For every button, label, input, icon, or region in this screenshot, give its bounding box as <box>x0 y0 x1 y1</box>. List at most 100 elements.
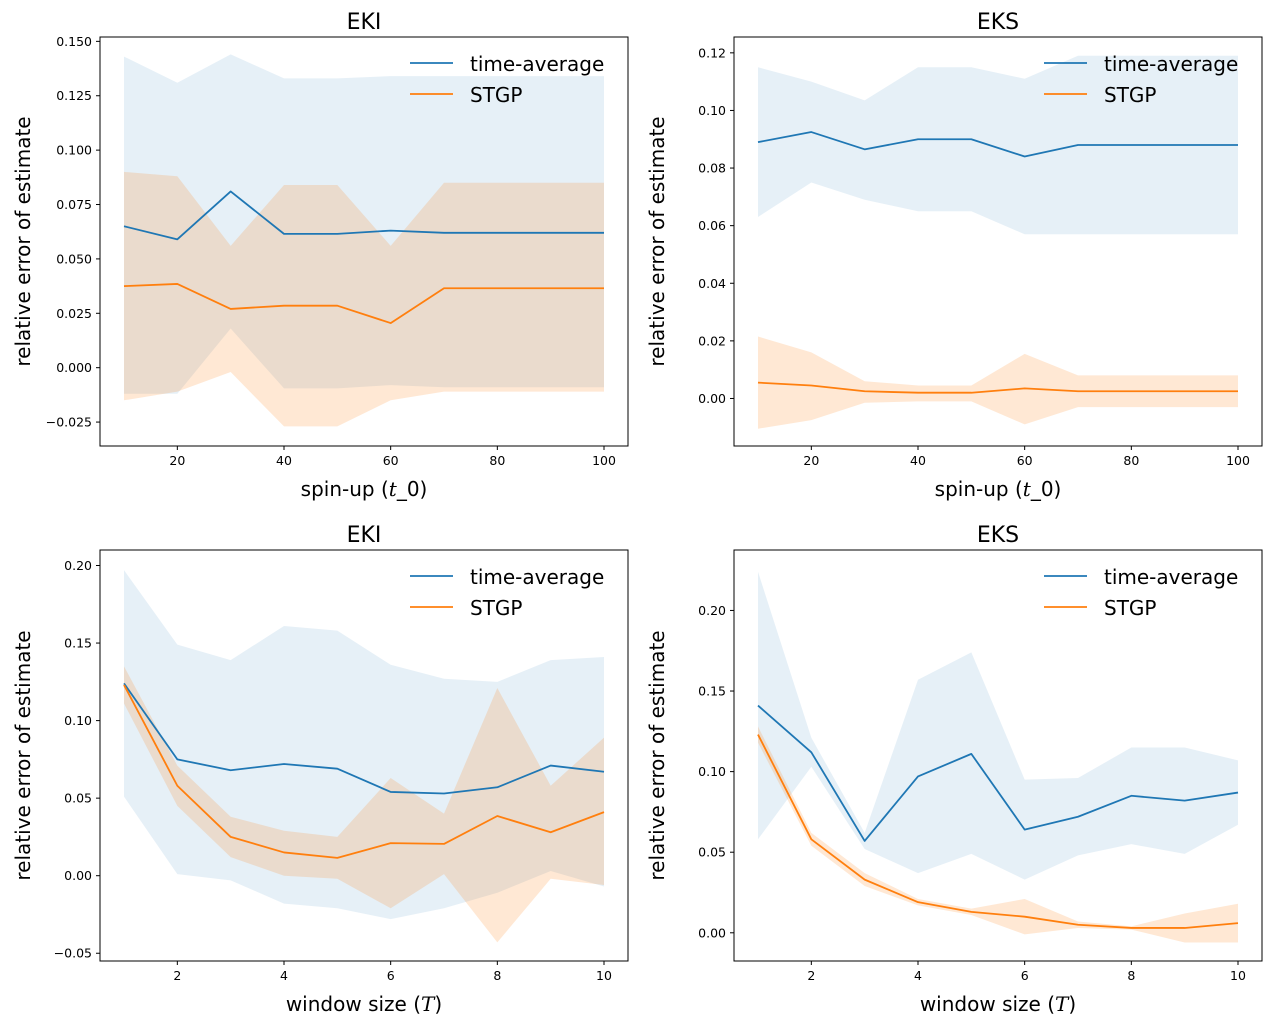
x-axis-label-tail: _0) <box>396 477 428 501</box>
y-tick-label: 0.025 <box>56 306 92 321</box>
x-tick-label: 40 <box>276 453 292 468</box>
series-line-time-average <box>123 682 605 795</box>
axes-frame <box>99 36 629 447</box>
y-tick-label: 0.12 <box>698 45 726 60</box>
series-line-time-average <box>757 131 1238 158</box>
y-axis-label: relative error of estimate <box>645 630 669 880</box>
y-tick-label: 0.20 <box>698 603 726 618</box>
confidence-band-time-average <box>758 571 1238 880</box>
x-tick-label: 2 <box>807 968 815 983</box>
series-line-time-average <box>123 190 604 241</box>
y-axis-label: relative error of estimate <box>11 116 35 366</box>
y-tick-label: −0.025 <box>46 415 92 430</box>
x-tick-label: 40 <box>910 453 926 468</box>
y-tick-label: 0.05 <box>64 791 92 806</box>
plot-area <box>123 54 604 427</box>
x-tick-label: 20 <box>169 453 185 468</box>
confidence-band-stgp <box>124 171 604 427</box>
x-tick-label: 2 <box>173 968 181 983</box>
legend-label-time-average: time-average <box>470 52 604 76</box>
x-tick-label: 80 <box>1123 453 1139 468</box>
chart-panel-4: 2 4 6 8 10 0.00 0.05 0.10 0.15 0.20 EKS window size… <box>645 523 1263 1016</box>
y-tick-label: 0.000 <box>56 360 92 375</box>
y-tick-label: 0.075 <box>56 197 92 212</box>
confidence-band-time-average <box>758 55 1238 235</box>
x-tick-label: 100 <box>592 453 616 468</box>
plot-area <box>757 55 1238 429</box>
x-axis-label: spin-up (t_0) <box>301 477 428 501</box>
legend: time-average STGP <box>1044 565 1238 620</box>
legend-label-stgp: STGP <box>1104 83 1156 107</box>
series-line-stgp <box>757 381 1238 394</box>
x-axis-label-tail: _0) <box>1030 477 1062 501</box>
x-tick-label: 6 <box>387 968 395 983</box>
y-tick-label: 0.00 <box>64 868 92 883</box>
x-tick-label: 10 <box>1230 968 1246 983</box>
axes-frame <box>733 36 1263 447</box>
x-axis-label-text: spin-up ( <box>935 477 1023 501</box>
legend-label-time-average: time-average <box>1104 52 1238 76</box>
y-tick-label: 0.00 <box>698 925 726 940</box>
plot-area <box>123 570 605 943</box>
x-tick-label: 10 <box>596 968 612 983</box>
plot-area <box>757 571 1239 943</box>
legend-label-stgp: STGP <box>1104 596 1156 620</box>
legend-label-time-average: time-average <box>1104 565 1238 589</box>
y-axis-label: relative error of estimate <box>645 116 669 366</box>
x-tick-label: 4 <box>280 968 288 983</box>
series-line-stgp <box>123 283 604 324</box>
y-tick-label: 0.10 <box>64 713 92 728</box>
y-tick-label: 0.10 <box>698 103 726 118</box>
y-tick-label: 0.06 <box>698 218 726 233</box>
x-tick-label: 8 <box>493 968 501 983</box>
chart-title: EKS <box>977 10 1019 35</box>
chart-title: EKI <box>347 523 382 548</box>
y-tick-label: 0.125 <box>56 88 92 103</box>
y-tick-label: 0.00 <box>698 391 726 406</box>
x-tick-label: 60 <box>1017 453 1033 468</box>
x-axis-label-math: T <box>1055 992 1070 1016</box>
x-tick-label: 6 <box>1021 968 1029 983</box>
y-tick-label: 0.08 <box>698 161 726 176</box>
legend-label-stgp: STGP <box>470 596 522 620</box>
x-tick-label: 8 <box>1127 968 1135 983</box>
confidence-band-stgp <box>124 666 604 943</box>
y-tick-label: 0.04 <box>698 276 726 291</box>
chart-panel-2: 20 40 60 80 100 0.00 0.02 0.04 0.06 0.08 0.10 0.12 E… <box>645 10 1263 501</box>
x-axis-label-text: window size ( <box>286 992 421 1016</box>
x-axis-label: window size (T) <box>920 992 1076 1016</box>
legend-label-stgp: STGP <box>470 83 522 107</box>
y-tick-label: 0.100 <box>56 143 92 158</box>
y-tick-label: 0.05 <box>698 845 726 860</box>
legend-label-time-average: time-average <box>470 565 604 589</box>
chart-title: EKI <box>347 10 382 35</box>
x-axis-label-text: spin-up ( <box>301 477 389 501</box>
confidence-band-time-average <box>124 570 604 920</box>
y-tick-label: −0.05 <box>54 946 92 961</box>
x-axis-label-tail: ) <box>1068 992 1076 1016</box>
x-axis-label: window size (T) <box>286 992 442 1016</box>
chart-panel-3: 2 4 6 8 10 −0.05 0.00 0.05 0.10 0.15 0.20 EKI window… <box>11 523 629 1016</box>
series-line-time-average <box>757 704 1239 842</box>
chart-panel-1: 20 40 60 80 100 −0.025 0.000 0.025 0.050 0.075 0.1… <box>11 10 629 501</box>
y-tick-label: 0.02 <box>698 333 726 348</box>
x-axis-label-text: window size ( <box>920 992 1055 1016</box>
x-tick-label: 4 <box>914 968 922 983</box>
series-line-stgp <box>757 734 1239 929</box>
confidence-band-stgp <box>758 726 1238 943</box>
y-tick-label: 0.050 <box>56 251 92 266</box>
x-axis-label-math: t <box>1023 477 1032 501</box>
axes-frame <box>99 549 629 962</box>
y-tick-label: 0.15 <box>698 684 726 699</box>
legend: time-average STGP <box>410 52 604 107</box>
y-tick-label: 0.15 <box>64 636 92 651</box>
y-axis-label: relative error of estimate <box>11 630 35 880</box>
chart-title: EKS <box>977 523 1019 548</box>
y-tick-label: 0.150 <box>56 34 92 49</box>
x-axis-label: spin-up (t_0) <box>935 477 1062 501</box>
y-tick-label: 0.10 <box>698 764 726 779</box>
x-tick-label: 60 <box>383 453 399 468</box>
x-tick-label: 80 <box>489 453 505 468</box>
x-axis-label-math: T <box>421 992 436 1016</box>
